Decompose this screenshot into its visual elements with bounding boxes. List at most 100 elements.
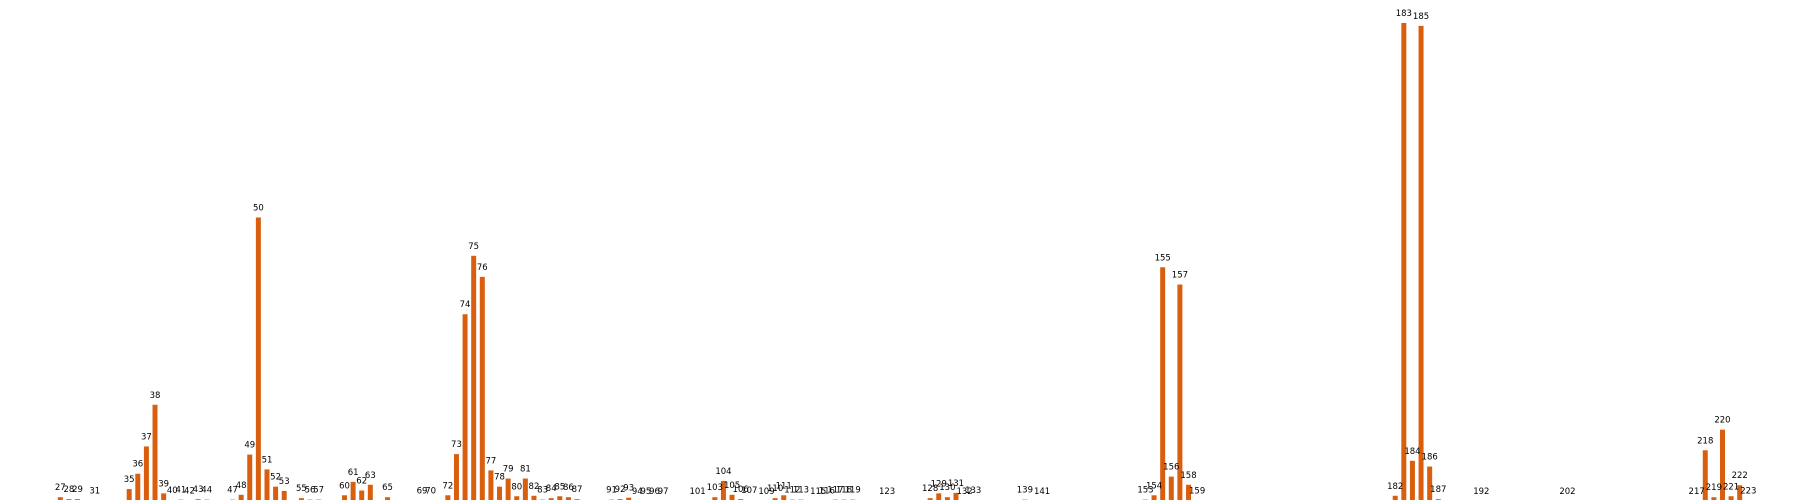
bar-36 bbox=[135, 473, 141, 500]
bar-51 bbox=[264, 469, 270, 500]
bar-label-184: 184 bbox=[1404, 447, 1420, 457]
bar-label-42: 42 bbox=[184, 487, 195, 497]
bar-label-44: 44 bbox=[201, 486, 212, 496]
bar-185 bbox=[1418, 25, 1424, 500]
bar-label-117: 117 bbox=[827, 486, 843, 496]
bar-label-94: 94 bbox=[632, 487, 643, 497]
bar-label-139: 139 bbox=[1017, 486, 1033, 496]
bar-186 bbox=[1427, 466, 1433, 500]
bar-27 bbox=[57, 497, 63, 500]
bar-label-103: 103 bbox=[707, 483, 723, 493]
bar-label-63: 63 bbox=[365, 471, 376, 481]
bar-105 bbox=[729, 494, 735, 500]
bar-label-104: 104 bbox=[715, 467, 731, 477]
bar-label-51: 51 bbox=[262, 455, 273, 465]
bar-48 bbox=[238, 494, 244, 500]
bar-86 bbox=[565, 497, 571, 500]
bar-label-27: 27 bbox=[55, 483, 66, 493]
bar-label-115: 115 bbox=[810, 487, 826, 497]
bar-220 bbox=[1719, 429, 1725, 500]
bar-label-87: 87 bbox=[572, 485, 583, 495]
bar-label-109: 109 bbox=[758, 487, 774, 497]
bar-label-85: 85 bbox=[554, 482, 565, 492]
bar-label-221: 221 bbox=[1723, 482, 1739, 492]
bar-label-52: 52 bbox=[270, 473, 281, 483]
bar-218 bbox=[1702, 450, 1708, 500]
bar-38 bbox=[152, 404, 158, 500]
bar-74 bbox=[462, 314, 468, 500]
bar-label-187: 187 bbox=[1430, 485, 1446, 495]
bar-label-47: 47 bbox=[227, 486, 238, 496]
bar-label-123: 123 bbox=[879, 487, 895, 497]
bar-label-155: 155 bbox=[1155, 253, 1171, 263]
bar-label-186: 186 bbox=[1422, 453, 1438, 463]
bar-label-185: 185 bbox=[1413, 12, 1429, 22]
bar-label-50: 50 bbox=[253, 203, 264, 213]
bar-111 bbox=[781, 495, 787, 500]
bar-label-56: 56 bbox=[305, 486, 316, 496]
bar-label-62: 62 bbox=[356, 477, 367, 487]
bar-label-183: 183 bbox=[1396, 9, 1412, 19]
bar-39 bbox=[161, 493, 167, 500]
bar-221 bbox=[1728, 496, 1734, 500]
bar-85 bbox=[557, 496, 563, 500]
bar-52 bbox=[273, 486, 279, 500]
bars-group bbox=[57, 23, 1743, 500]
bar-label-69: 69 bbox=[417, 487, 428, 497]
bar-label-97: 97 bbox=[658, 487, 669, 497]
bar-label-157: 157 bbox=[1172, 271, 1188, 281]
bar-label-101: 101 bbox=[689, 487, 705, 497]
bar-182 bbox=[1392, 495, 1398, 500]
bar-93 bbox=[626, 497, 632, 500]
bar-label-105: 105 bbox=[724, 481, 740, 491]
bar-label-182: 182 bbox=[1387, 482, 1403, 492]
bar-label-28: 28 bbox=[63, 485, 74, 495]
bar-77 bbox=[488, 470, 494, 500]
bar-label-202: 202 bbox=[1559, 487, 1575, 497]
bar-222 bbox=[1737, 485, 1743, 500]
bar-60 bbox=[342, 495, 347, 500]
bar-label-78: 78 bbox=[494, 473, 505, 483]
bar-label-217: 217 bbox=[1689, 487, 1705, 497]
bar-156 bbox=[1168, 476, 1174, 500]
bar-63 bbox=[367, 484, 373, 500]
bar-label-133: 133 bbox=[965, 486, 981, 496]
bar-label-223: 223 bbox=[1740, 487, 1756, 497]
bar-label-222: 222 bbox=[1732, 471, 1748, 481]
bar-49 bbox=[247, 454, 253, 500]
bar-label-39: 39 bbox=[158, 479, 169, 489]
bar-label-40: 40 bbox=[167, 486, 178, 496]
bar-label-113: 113 bbox=[793, 486, 809, 496]
bar-label-130: 130 bbox=[939, 483, 955, 493]
bar-label-118: 118 bbox=[836, 486, 852, 496]
bar-label-159: 159 bbox=[1189, 487, 1205, 497]
bar-53 bbox=[281, 490, 287, 500]
bar-label-53: 53 bbox=[279, 477, 290, 487]
bar-label-156: 156 bbox=[1163, 463, 1179, 473]
bar-50 bbox=[255, 217, 261, 500]
bar-label-83: 83 bbox=[537, 486, 548, 496]
bar-104 bbox=[720, 480, 726, 500]
bar-label-131: 131 bbox=[948, 479, 964, 489]
bar-130 bbox=[944, 497, 950, 500]
bar-label-92: 92 bbox=[615, 485, 626, 495]
bar-label-84: 84 bbox=[546, 484, 557, 494]
bar-label-65: 65 bbox=[382, 483, 393, 493]
bar-label-79: 79 bbox=[503, 465, 514, 475]
bar-label-158: 158 bbox=[1180, 471, 1196, 481]
bar-label-81: 81 bbox=[520, 465, 531, 475]
bar-label-153: 153 bbox=[1137, 486, 1153, 496]
bar-78 bbox=[497, 486, 503, 500]
bar-73 bbox=[453, 454, 459, 500]
bar-62 bbox=[359, 490, 365, 500]
bar-label-35: 35 bbox=[124, 475, 135, 485]
bar-label-112: 112 bbox=[784, 486, 800, 496]
bar-label-95: 95 bbox=[641, 487, 652, 497]
bar-154 bbox=[1151, 495, 1157, 500]
bar-label-37: 37 bbox=[141, 432, 152, 442]
bar-label-38: 38 bbox=[150, 391, 161, 401]
bar-label-82: 82 bbox=[529, 482, 540, 492]
